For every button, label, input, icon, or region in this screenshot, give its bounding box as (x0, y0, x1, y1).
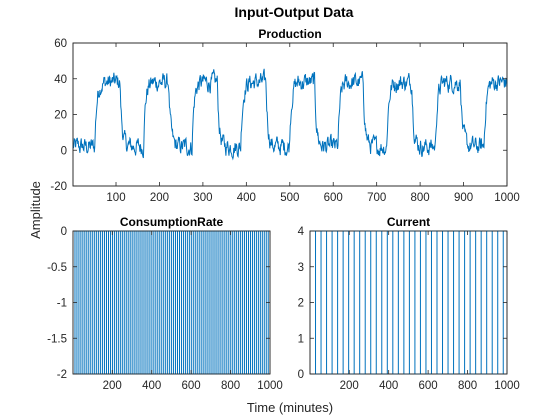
current-ytick-label: 4 (298, 226, 305, 238)
production-ytick-label: 40 (54, 74, 67, 86)
consumption-rate-ytick-label: -2 (57, 369, 67, 381)
current-ytick-label: 3 (298, 262, 304, 274)
consumption-rate-ytick-label: -0.5 (47, 262, 67, 274)
current-xtick-label: 1000 (494, 380, 520, 392)
consumption-rate-xtick-label: 400 (142, 380, 161, 392)
production-ytick-label: -20 (50, 181, 67, 193)
current-title: Current (387, 215, 430, 229)
production-ytick-label: 0 (61, 145, 67, 157)
current-axes: Current 200 400 600 800 1000 0 1 2 3 4 (298, 215, 520, 392)
production-ytick-label: 20 (54, 110, 67, 122)
production-plot-area (72, 42, 508, 187)
production-series-line (72, 68, 508, 161)
x-axis-label: Time (minutes) (247, 400, 333, 415)
consumption-rate-axes: ConsumptionRate 200 400 600 800 1000 -2 -1.5 -1 -… (47, 215, 283, 392)
production-xtick-label: 1000 (494, 192, 520, 204)
current-xtick-label: 200 (340, 380, 359, 392)
production-xtick-label: 200 (150, 192, 169, 204)
consumption-rate-xtick-label: 1000 (257, 380, 283, 392)
consumption-rate-xtick-label: 600 (182, 380, 201, 392)
production-xtick-label: 100 (106, 192, 125, 204)
production-xtick-label: 800 (411, 192, 430, 204)
current-ytick-label: 1 (298, 333, 304, 345)
consumption-rate-ytick-label: -1.5 (47, 333, 67, 345)
current-plot-area (309, 230, 508, 375)
consumption-rate-ytick-label: 0 (61, 226, 67, 238)
y-axis-label: Amplitude (28, 181, 43, 239)
current-ytick-label: 2 (298, 298, 304, 310)
production-xtick-label: 400 (237, 192, 256, 204)
production-xtick-label: 300 (193, 192, 212, 204)
current-xtick-label: 800 (458, 380, 477, 392)
consumption-rate-xtick-label: 800 (221, 380, 240, 392)
production-title: Production (258, 27, 321, 41)
current-ytick-label: 0 (298, 369, 304, 381)
consumption-rate-xtick-label: 200 (103, 380, 122, 392)
consumption-rate-title: ConsumptionRate (120, 215, 224, 229)
consumption-rate-series-line (73, 230, 270, 375)
production-xtick-label: 900 (454, 192, 473, 204)
consumption-rate-ytick-label: -1 (57, 298, 67, 310)
production-xtick-label: 600 (324, 192, 343, 204)
production-ytick-label: 60 (54, 38, 67, 50)
production-xtick-label: 700 (367, 192, 386, 204)
current-xtick-label: 400 (379, 380, 398, 392)
production-xtick-label: 500 (280, 192, 299, 204)
figure-title: Input-Output Data (235, 4, 354, 20)
current-xtick-label: 600 (419, 380, 438, 392)
